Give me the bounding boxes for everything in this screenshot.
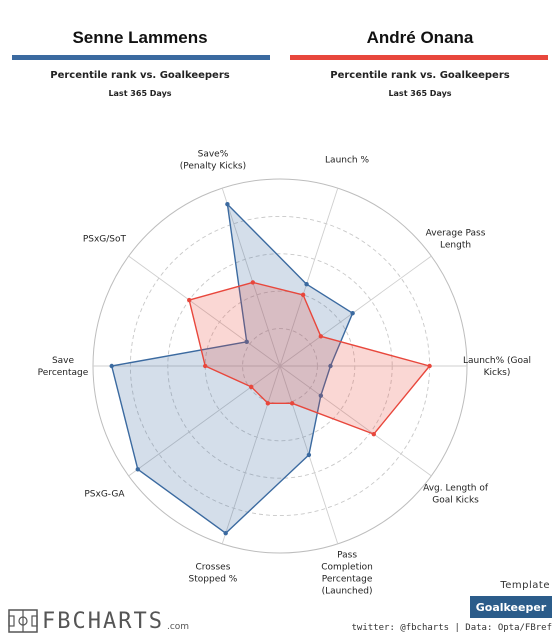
player-color-bar-left xyxy=(12,55,270,60)
series-point xyxy=(306,452,312,458)
series-point xyxy=(300,292,306,298)
radar-spoke xyxy=(221,365,281,544)
player-color-bar-right xyxy=(290,55,548,60)
axis-label: Save Percentage xyxy=(38,356,89,378)
credits-text: twitter: @fbcharts | Data: Opta/FBref xyxy=(351,623,552,633)
period-right: Last 365 Days xyxy=(388,89,452,98)
template-badge: Goalkeeper xyxy=(470,596,552,618)
series-point xyxy=(371,431,376,437)
series-point xyxy=(289,401,295,406)
axis-label: PSxG-GA xyxy=(84,490,125,500)
radar-spoke xyxy=(279,188,339,367)
series-point xyxy=(109,363,114,369)
series-point xyxy=(318,334,324,339)
axis-label: Average Pass Length xyxy=(426,228,486,250)
series-point xyxy=(225,201,230,207)
series-point xyxy=(350,311,355,316)
radar-spoke xyxy=(128,365,281,477)
player-name-left: Senne Lammens xyxy=(72,28,208,47)
period-left: Last 365 Days xyxy=(108,89,172,98)
radar-spoke xyxy=(221,188,281,367)
brand-suffix: .com xyxy=(166,622,190,632)
series-point xyxy=(203,363,208,369)
series-point xyxy=(223,530,228,536)
radar-chart: Launch % Average Pass Length Launch% (Goal K… xyxy=(38,150,531,597)
series-point xyxy=(249,384,254,390)
subtitle-left: Percentile rank vs. Goalkeepers xyxy=(50,70,230,81)
series-point xyxy=(328,363,333,369)
axis-label: Pass Completion Percentage (Launched) xyxy=(321,550,373,596)
axis-label: PSxG/SoT xyxy=(83,234,127,244)
subtitle-right: Percentile rank vs. Goalkeepers xyxy=(330,70,510,81)
series-point xyxy=(304,281,309,287)
radar-spoke xyxy=(279,255,432,367)
series-point xyxy=(244,339,249,345)
radar-spoke xyxy=(128,255,281,367)
axis-label: Crosses Stopped % xyxy=(189,562,238,584)
series-point xyxy=(135,467,140,472)
axis-label: Save% (Penalty Kicks) xyxy=(180,150,246,172)
axis-label: Launch % xyxy=(325,156,369,166)
player-name-right: André Onana xyxy=(366,28,474,47)
brand-logo: FBCHARTS .com xyxy=(8,607,189,635)
template-label: Template xyxy=(500,580,550,591)
pitch-icon xyxy=(8,609,38,633)
series-point xyxy=(265,401,271,406)
brand-name: FBCHARTS xyxy=(42,608,164,634)
series-point xyxy=(318,393,324,398)
series-point xyxy=(187,297,192,303)
axis-label: Launch% (Goal Kicks) xyxy=(463,356,531,378)
series-point xyxy=(250,280,256,285)
radar-spoke xyxy=(279,365,432,477)
axis-label: Avg. Length of Goal Kicks xyxy=(423,484,489,506)
series-point xyxy=(427,363,432,369)
